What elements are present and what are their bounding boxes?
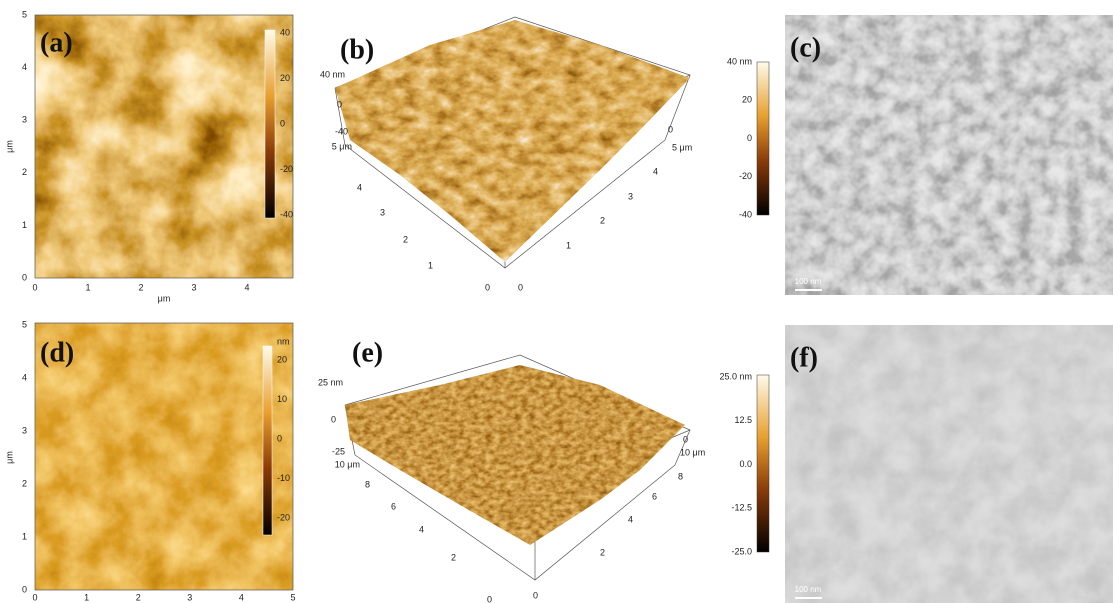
z-tick-label: 40 nm [320,69,345,79]
panel-label: (f) [790,342,818,373]
afm-height-map [35,15,293,278]
colorbar-tick-label: -20 [739,171,752,181]
colorbar-tick-label: -12.5 [731,503,752,513]
axis-tick-label: 6 [391,501,396,511]
axis-tick-label: 0 [668,124,673,134]
colorbar-tick-label: 0 [277,433,282,443]
x-tick-label: 3 [187,592,192,602]
axis-tick-label: 2 [403,234,408,244]
z-tick-label: 25 nm [318,377,343,387]
scale-bar-label: 100 nm [795,277,822,286]
y-tick-label: 5 [22,9,27,19]
x-tick-label: 5 [290,592,295,602]
axis-tick-label: 2 [600,547,605,557]
axis-tick-label: 4 [419,524,424,534]
colorbar [757,62,769,215]
y-axis-label: μm [4,140,14,153]
colorbar-tick-label: -10 [277,473,290,483]
x-tick-label: 4 [244,282,249,292]
axis-tick-label: 2 [600,215,605,225]
x-tick-label: 3 [191,282,196,292]
axis-tick-label: 4 [653,166,658,176]
axis-tick-label: 4 [628,514,633,524]
colorbar [265,30,275,218]
x-tick-label: 4 [239,592,244,602]
axis-tick-label: 3 [628,191,633,201]
colorbar-tick-label: -25.0 [731,546,752,556]
axis-tick-label: 8 [678,471,683,481]
z-tick-label: 0 [337,99,342,109]
afm-3d-surface [340,355,695,555]
axis-tick-label: 4 [357,182,362,192]
x-axis-label: μm [158,293,171,303]
axis-tick-label: 0 [518,282,523,292]
colorbar [757,375,769,552]
x-tick-label: 1 [84,592,89,602]
tem-image [785,325,1113,603]
y-tick-label: 1 [22,531,27,541]
axis-tick-label: 1 [428,260,433,270]
y-tick-label: 1 [22,220,27,230]
y-tick-label: 2 [22,167,27,177]
y-tick-label: 4 [22,62,27,72]
colorbar [263,346,272,535]
colorbar-tick-label: 20 [277,354,287,364]
colorbar-tick-label: 0 [280,118,285,128]
axis-tick-label: 0 [683,434,688,444]
colorbar-tick-label: 40 [280,27,290,37]
afm-3d-surface [330,15,695,270]
colorbar-tick-label: -20 [280,164,293,174]
y-tick-label: 3 [22,425,27,435]
colorbar-tick-label: 0.0 [739,459,752,469]
y-tick-label: 4 [22,372,27,382]
axis-tick-label: 2 [451,552,456,562]
z-tick-label: 0 [331,414,336,424]
axis-tick-label: 10 μm [335,459,360,469]
panel-label: (e) [352,337,383,368]
z-tick-label: -25 [332,446,345,456]
colorbar-tick-label: -40 [739,209,752,219]
colorbar-tick-label: -20 [277,512,290,522]
x-tick-label: 2 [138,282,143,292]
tem-image [785,15,1113,295]
panel-label: (c) [790,32,821,63]
colorbar-tick-label: 0 [747,133,752,143]
z-tick-label: -40 [335,126,348,136]
axis-tick-label: 5 μm [332,141,352,151]
scale-bar-label: 100 nm [795,585,822,594]
colorbar-tick-label: -40 [280,209,293,219]
x-tick-label: 1 [85,282,90,292]
axis-tick-label: 0 [487,594,492,603]
x-tick-label: 0 [32,592,37,602]
x-tick-label: 2 [136,592,141,602]
axis-tick-label: 1 [566,240,571,250]
axis-tick-label: 6 [652,491,657,501]
colorbar-tick-label: 10 [277,394,287,404]
axis-tick-label: 0 [533,590,538,600]
y-tick-label: 0 [22,272,27,282]
colorbar-tick-label: 25.0 nm [719,371,752,381]
y-tick-label: 0 [22,584,27,594]
colorbar-tick-label: 40 nm [727,56,752,66]
panel-label: (a) [40,27,73,58]
figure: (a)(b)(c)(d)(e)(f)01234012345μmμm0123450… [0,0,1113,603]
y-tick-label: 5 [22,319,27,329]
axis-tick-label: 0 [485,282,490,292]
panel-label: (b) [340,34,374,65]
colorbar-unit: nm [277,336,290,346]
x-tick-label: 0 [32,282,37,292]
colorbar-tick-label: 12.5 [734,415,752,425]
axis-tick-label: 8 [365,479,370,489]
y-tick-label: 2 [22,478,27,488]
colorbar-tick-label: 20 [280,73,290,83]
axis-tick-label: 3 [380,207,385,217]
colorbar-tick-label: 20 [742,95,752,105]
axis-tick-label: 5 μm [672,142,692,152]
y-tick-label: 3 [22,115,27,125]
panel-label: (d) [40,337,74,368]
y-axis-label: μm [4,451,14,464]
axis-tick-label: 10 μm [680,447,705,457]
